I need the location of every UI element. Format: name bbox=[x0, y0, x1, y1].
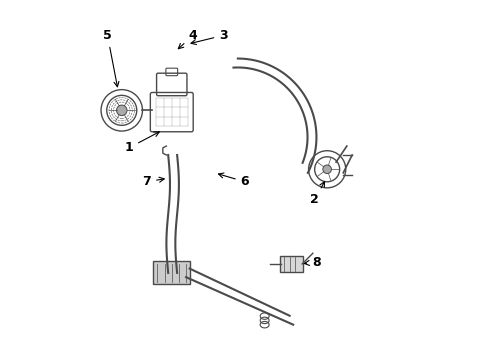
Text: 1: 1 bbox=[124, 132, 159, 154]
FancyBboxPatch shape bbox=[280, 256, 303, 272]
Text: 8: 8 bbox=[304, 256, 321, 269]
Text: 3: 3 bbox=[191, 29, 228, 45]
FancyBboxPatch shape bbox=[153, 261, 190, 284]
Circle shape bbox=[117, 105, 127, 116]
Text: 5: 5 bbox=[103, 29, 119, 87]
Circle shape bbox=[323, 165, 331, 174]
Text: 4: 4 bbox=[178, 29, 197, 49]
Text: 7: 7 bbox=[143, 175, 164, 188]
Text: 2: 2 bbox=[310, 182, 324, 206]
Text: 6: 6 bbox=[219, 173, 249, 188]
